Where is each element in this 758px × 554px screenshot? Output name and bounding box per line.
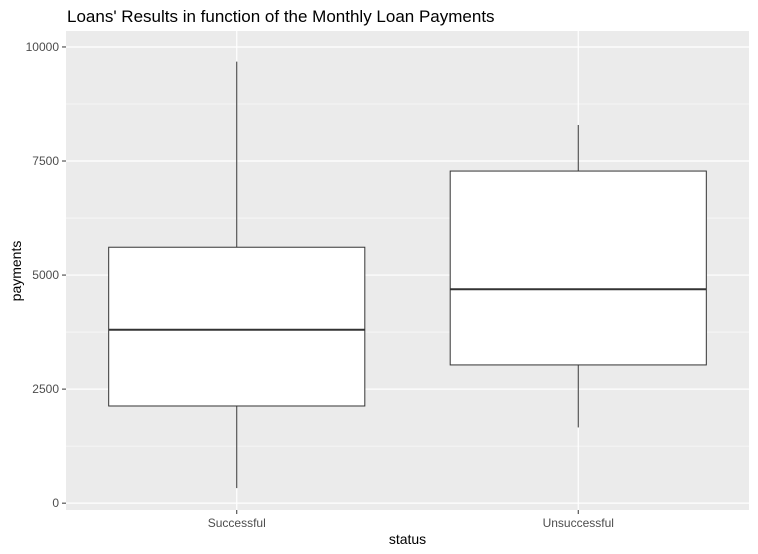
y-tick-label: 2500 (32, 382, 59, 396)
y-axis: 0 2500 5000 7500 10000 (26, 40, 66, 510)
interquartile-box (449, 170, 707, 366)
x-axis: Successful Unsuccessful (208, 510, 614, 530)
y-tick-label: 10000 (26, 40, 60, 54)
interquartile-box (108, 246, 366, 407)
x-tick-label: Unsuccessful (543, 516, 614, 530)
box-unsuccessful (449, 124, 707, 428)
box-group (108, 61, 707, 489)
y-axis-title: payments (8, 241, 24, 302)
chart-title: Loans' Results in function of the Monthl… (67, 7, 495, 26)
y-tick-label: 5000 (32, 268, 59, 282)
y-tick-label: 0 (52, 496, 59, 510)
y-tick-label: 7500 (32, 154, 59, 168)
x-tick-label: Successful (208, 516, 266, 530)
box-successful (108, 61, 366, 489)
x-axis-title: status (389, 531, 426, 547)
